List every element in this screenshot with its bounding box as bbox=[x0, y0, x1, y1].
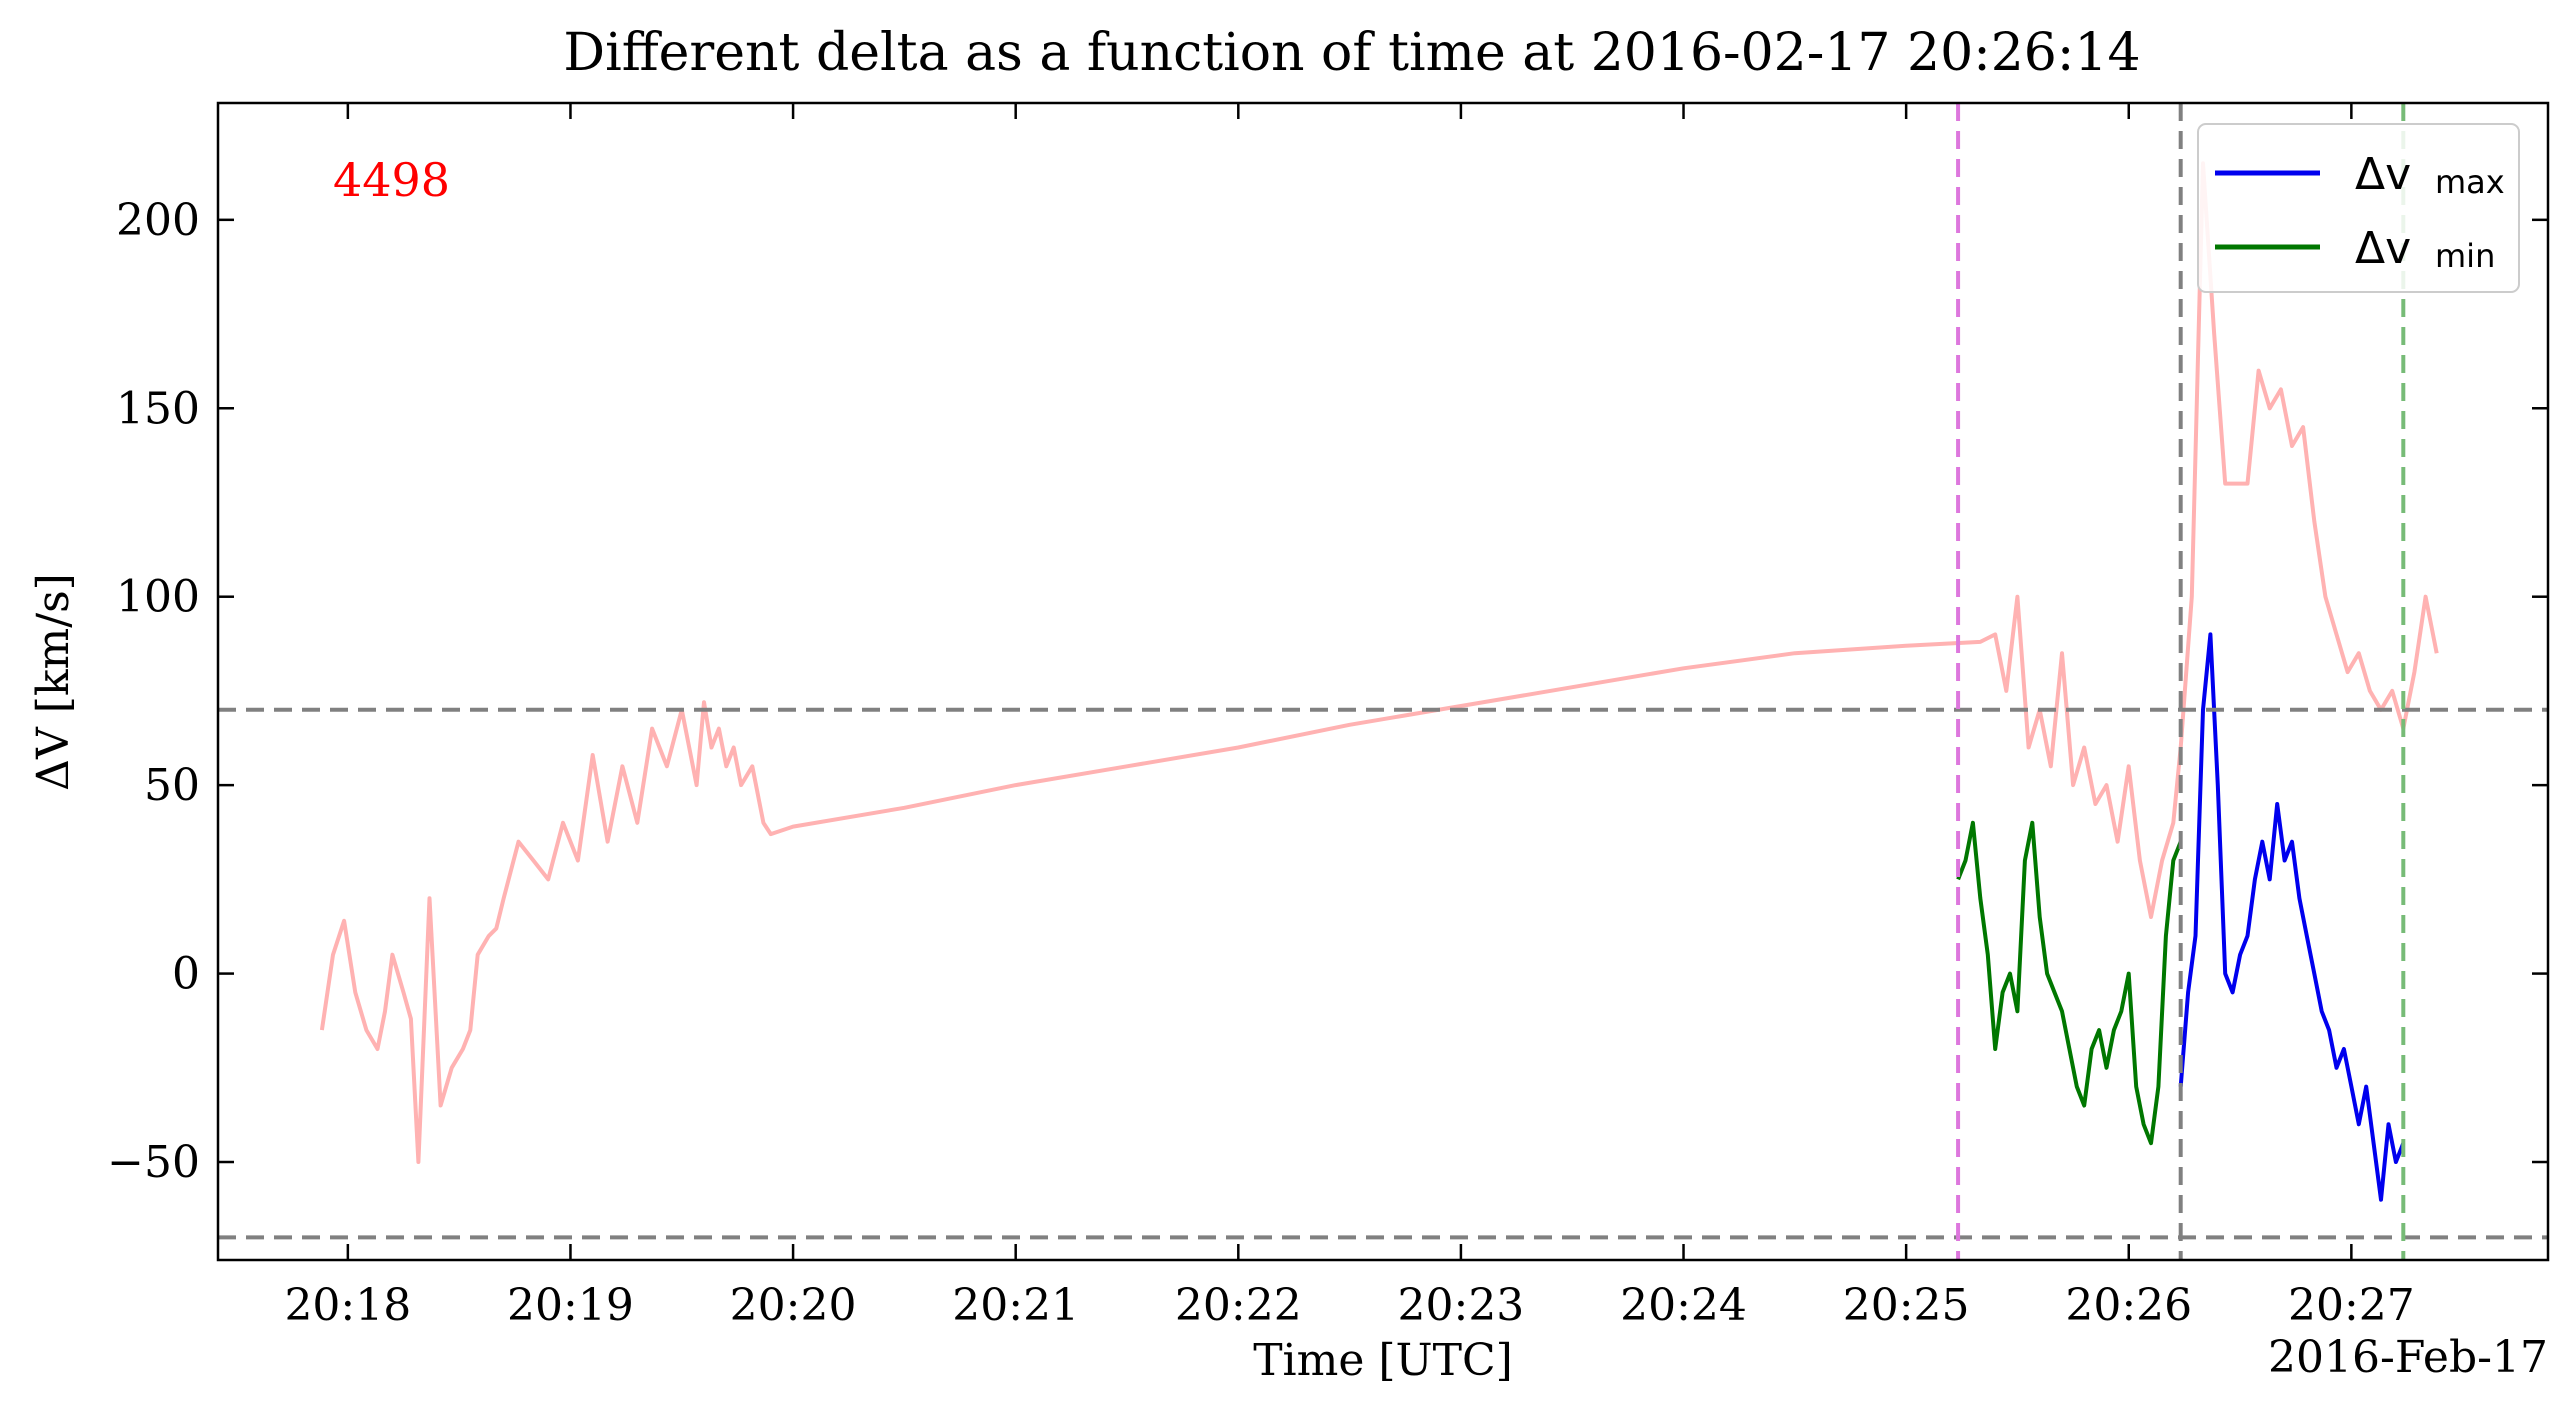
x-tick-label-3: 20:21 bbox=[952, 1280, 1079, 1331]
legend-label-subscript-0: max bbox=[2435, 163, 2505, 201]
legend-label-subscript-1: min bbox=[2435, 237, 2495, 275]
y-axis-label: ΔV [km/s] bbox=[28, 573, 79, 791]
legend-box bbox=[2197, 123, 2520, 293]
x-offset-label: 2016-Feb-17 bbox=[2268, 1332, 2548, 1383]
x-tick-label-7: 20:25 bbox=[1843, 1280, 1970, 1331]
chart-title: Different delta as a function of time at… bbox=[563, 23, 2140, 83]
event-annotation: 4498 bbox=[333, 153, 450, 207]
legend: Δv max Δv min bbox=[2197, 123, 2520, 293]
series-line-2 bbox=[1956, 820, 2183, 1146]
x-tick-label-8: 20:26 bbox=[2065, 1280, 2192, 1331]
x-tick-label-6: 20:24 bbox=[1620, 1280, 1747, 1331]
x-axis-label: Time [UTC] bbox=[1253, 1335, 1513, 1386]
x-tick-label-1: 20:19 bbox=[507, 1280, 634, 1331]
x-tick-label-9: 20:27 bbox=[2288, 1280, 2415, 1331]
series-line-1 bbox=[2178, 632, 2406, 1202]
y-axis: −50 0 50 100 150 200 bbox=[107, 195, 2548, 1188]
x-tick-label-0: 20:18 bbox=[284, 1280, 411, 1331]
x-tick-label-5: 20:23 bbox=[1398, 1280, 1525, 1331]
plot-content bbox=[218, 103, 2548, 1260]
plot-frame bbox=[216, 101, 2550, 1262]
x-axis: 20:18 20:19 20:20 20:21 20:22 20:23 20:24 20:25… bbox=[284, 103, 2415, 1331]
y-tick-label-1: 0 bbox=[172, 949, 200, 1000]
y-tick-label-2: 50 bbox=[144, 760, 200, 811]
x-tick-label-2: 20:20 bbox=[730, 1280, 857, 1331]
legend-label-0: Δv bbox=[2355, 149, 2411, 200]
series-line-0 bbox=[319, 161, 2439, 1164]
x-tick-label-4: 20:22 bbox=[1175, 1280, 1302, 1331]
legend-label-1: Δv bbox=[2355, 223, 2411, 274]
y-tick-label-0: −50 bbox=[107, 1137, 200, 1188]
y-tick-label-3: 100 bbox=[116, 572, 200, 623]
y-tick-label-5: 200 bbox=[116, 195, 200, 246]
y-tick-label-4: 150 bbox=[116, 383, 200, 434]
